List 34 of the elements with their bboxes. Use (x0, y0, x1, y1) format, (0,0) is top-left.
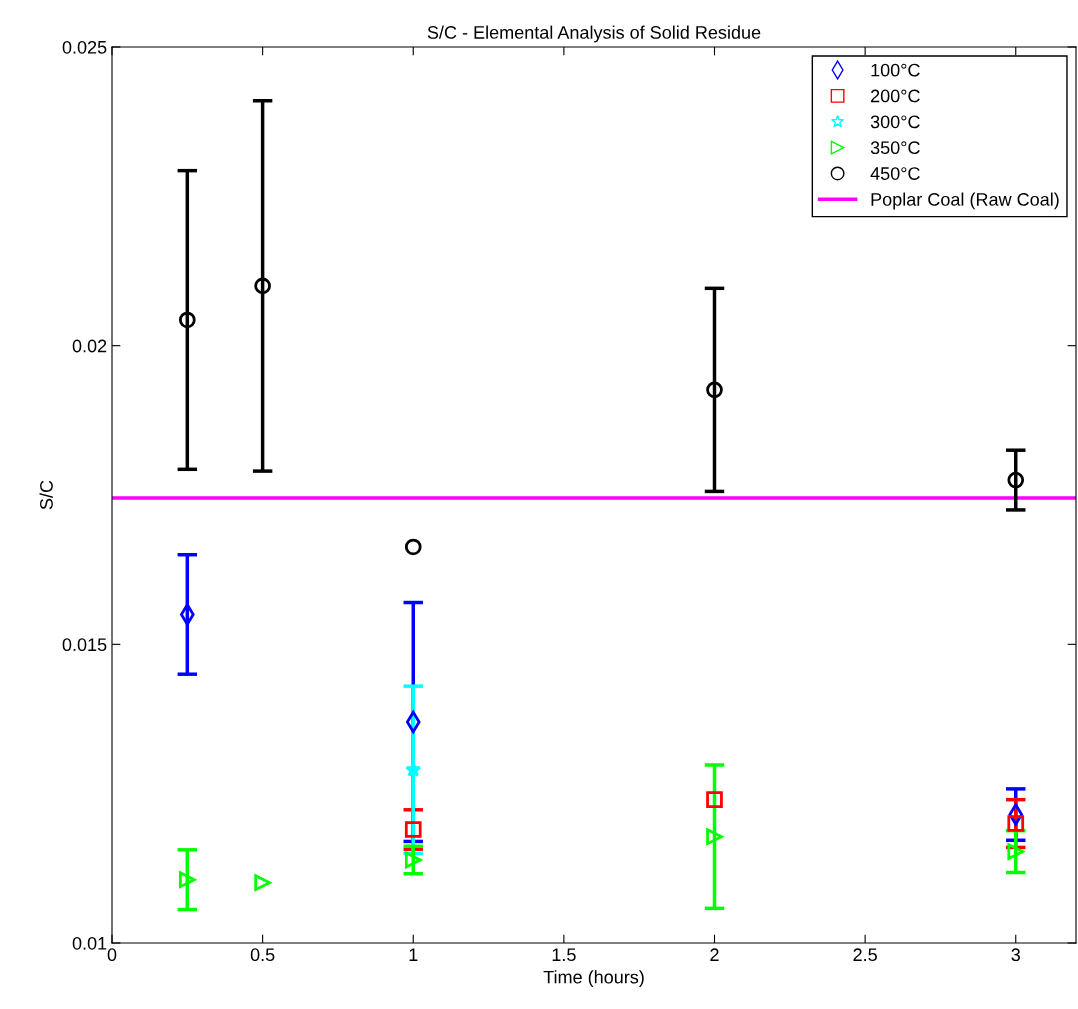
legend-label: 100°C (871, 63, 920, 77)
x-tick-label: 1.5 (552, 948, 576, 962)
point (1007, 471, 1025, 489)
point (178, 871, 196, 889)
legend-label: 300°C (870, 115, 920, 129)
legend-label: Poplar Coal (Raw Coal) (871, 192, 1059, 210)
point (1007, 815, 1025, 832)
y-tick-label: 0.015 (62, 638, 107, 652)
x-axis-title: Time (hours) (543, 970, 644, 988)
x-tick-label: 0 (107, 948, 117, 962)
point (404, 538, 422, 556)
point (706, 381, 723, 399)
point (178, 311, 196, 329)
point (1007, 843, 1025, 860)
y-tick-label: 0.01 (72, 936, 107, 950)
chart-title: S/C - Elemental Analysis of Solid Residue (427, 25, 761, 43)
point (404, 851, 422, 869)
x-tick-label: 3 (1011, 948, 1020, 962)
point (405, 761, 422, 777)
x-tick-label: 2 (710, 948, 719, 961)
x-tick-label: 1 (409, 948, 418, 961)
y-tick-label: 0.02 (72, 339, 107, 353)
point (404, 821, 422, 838)
x-tick-label: 0.5 (250, 948, 275, 962)
point (706, 828, 723, 846)
y-axis-title: S/C (39, 480, 53, 510)
legend-label: 350°C (870, 141, 920, 155)
point (254, 874, 271, 891)
point (706, 791, 723, 808)
x-tick-label: 2.5 (853, 948, 877, 962)
legend-label: 450°C (870, 167, 920, 180)
y-tick-label: 0.025 (62, 40, 107, 54)
legend-label: 200°C (871, 89, 920, 103)
point (254, 277, 271, 295)
